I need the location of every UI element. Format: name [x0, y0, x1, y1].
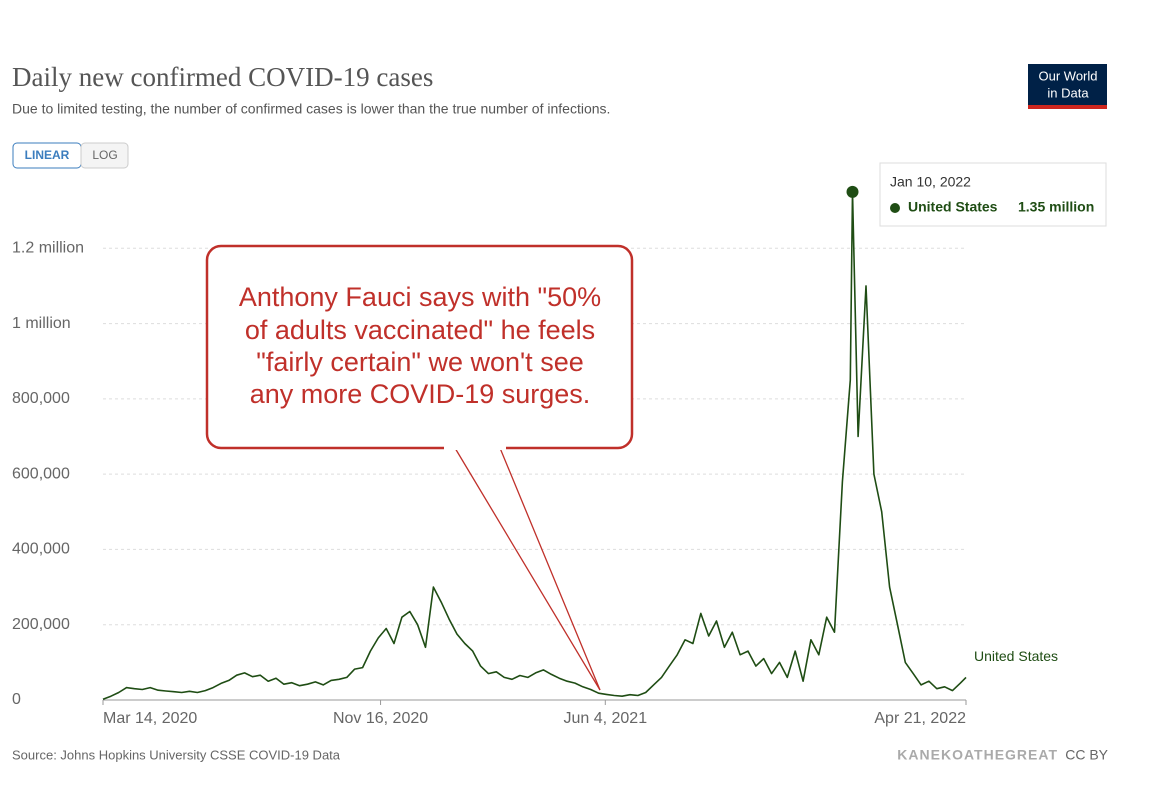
callout-text: Anthony Fauci says with "50%: [239, 282, 601, 312]
plot: 0 200,000 400,000 600,000 800,000 1 million 1.…: [12, 185, 1058, 727]
callout-text: "fairly certain" we won't see: [256, 347, 583, 377]
callout-pointer: [454, 447, 601, 691]
y-tick-label: 200,000: [12, 616, 70, 633]
series-line: [102, 191, 967, 700]
source: Source: Johns Hopkins University CSSE CO…: [12, 747, 341, 762]
tooltip: Jan 10, 2022 United States 1.35 million: [879, 162, 1107, 227]
tooltip-date: Jan 10, 2022: [890, 174, 971, 190]
callout-box: [205, 244, 634, 450]
watermark: KANEKOATHEGREAT: [897, 747, 1058, 763]
tooltip-box: [879, 162, 1107, 227]
logo-text: Our World: [1039, 68, 1098, 83]
license: CC BY: [1065, 747, 1108, 763]
x-tick-label: Jun 4, 2021: [563, 710, 647, 727]
chart-subtitle: Due to limited testing, the number of co…: [12, 101, 610, 117]
y-tick-label: 600,000: [12, 465, 70, 482]
y-tick-label: 800,000: [12, 390, 70, 407]
hover-point: [846, 185, 859, 198]
tooltip-series: United States: [908, 199, 998, 215]
log-label[interactable]: LOG: [92, 148, 117, 162]
callout-gap: [444, 444, 506, 450]
callout-text: any more COVID-19 surges.: [250, 379, 591, 409]
y-tick-label: 1 million: [12, 315, 71, 332]
logo[interactable]: [1028, 64, 1107, 105]
x-tick-label: Apr 21, 2022: [874, 710, 966, 727]
y-tick-label: 400,000: [12, 541, 70, 558]
logo-bar: [1028, 105, 1107, 109]
callout-text: of adults vaccinated" he feels: [245, 315, 595, 345]
log-button[interactable]: [80, 142, 129, 169]
callout-pointer: [499, 447, 601, 691]
tooltip-value: 1.35 million: [1018, 199, 1094, 215]
y-tick-label: 1.2 million: [12, 240, 84, 257]
tooltip-swatch: [890, 203, 900, 213]
logo-text: in Data: [1047, 85, 1089, 100]
callout: Anthony Fauci says with "50% of adults v…: [205, 244, 634, 691]
chart-title: Daily new confirmed COVID-19 cases: [12, 62, 433, 92]
x-tick-label: Mar 14, 2020: [103, 710, 197, 727]
y-tick-label: 0: [12, 691, 21, 708]
x-tick-label: Nov 16, 2020: [333, 710, 428, 727]
series-label: United States: [974, 648, 1058, 664]
linear-label[interactable]: LINEAR: [25, 148, 70, 162]
